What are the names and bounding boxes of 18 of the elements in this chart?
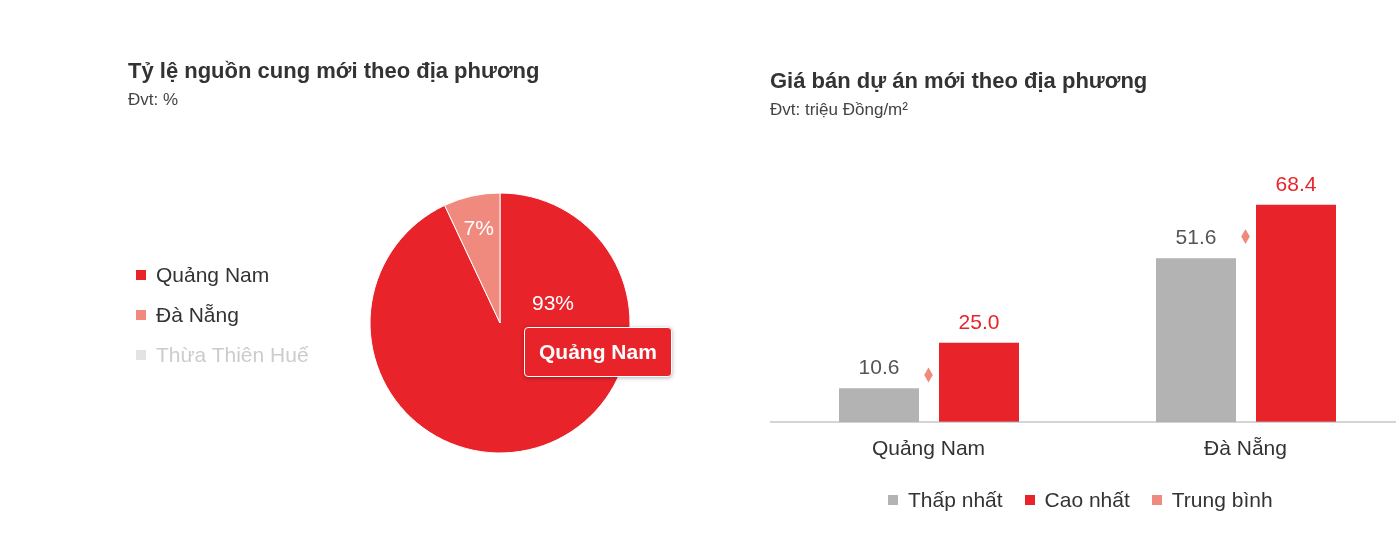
chart-subtitle: Đvt: % bbox=[128, 90, 180, 110]
data-label: 68.4 bbox=[1275, 171, 1317, 195]
data-label: 93% bbox=[531, 290, 575, 314]
legend-label: Trung bình bbox=[1171, 488, 1273, 512]
bar bbox=[939, 342, 1019, 422]
chart-subtitle: Đvt: triệu Đồng/m² bbox=[770, 100, 909, 120]
data-label: 25.0 bbox=[958, 309, 1000, 333]
legend-label: Đà Nẵng bbox=[156, 303, 239, 327]
legend-label: Cao nhất bbox=[1044, 488, 1130, 512]
text: Quảng Nam bbox=[524, 327, 672, 377]
bar bbox=[1256, 204, 1336, 422]
chart-title: Tỷ lệ nguồn cung mới theo địa phương bbox=[128, 58, 541, 84]
data-label: 7% bbox=[463, 216, 494, 240]
chart-title: Giá bán dự án mới theo địa phương bbox=[770, 68, 1149, 94]
legend-label: Thấp nhất bbox=[908, 488, 1003, 512]
legend-label: Quảng Nam bbox=[156, 263, 270, 287]
data-label: 10.6 bbox=[858, 355, 900, 379]
data-label: 51.6 bbox=[1175, 225, 1217, 249]
